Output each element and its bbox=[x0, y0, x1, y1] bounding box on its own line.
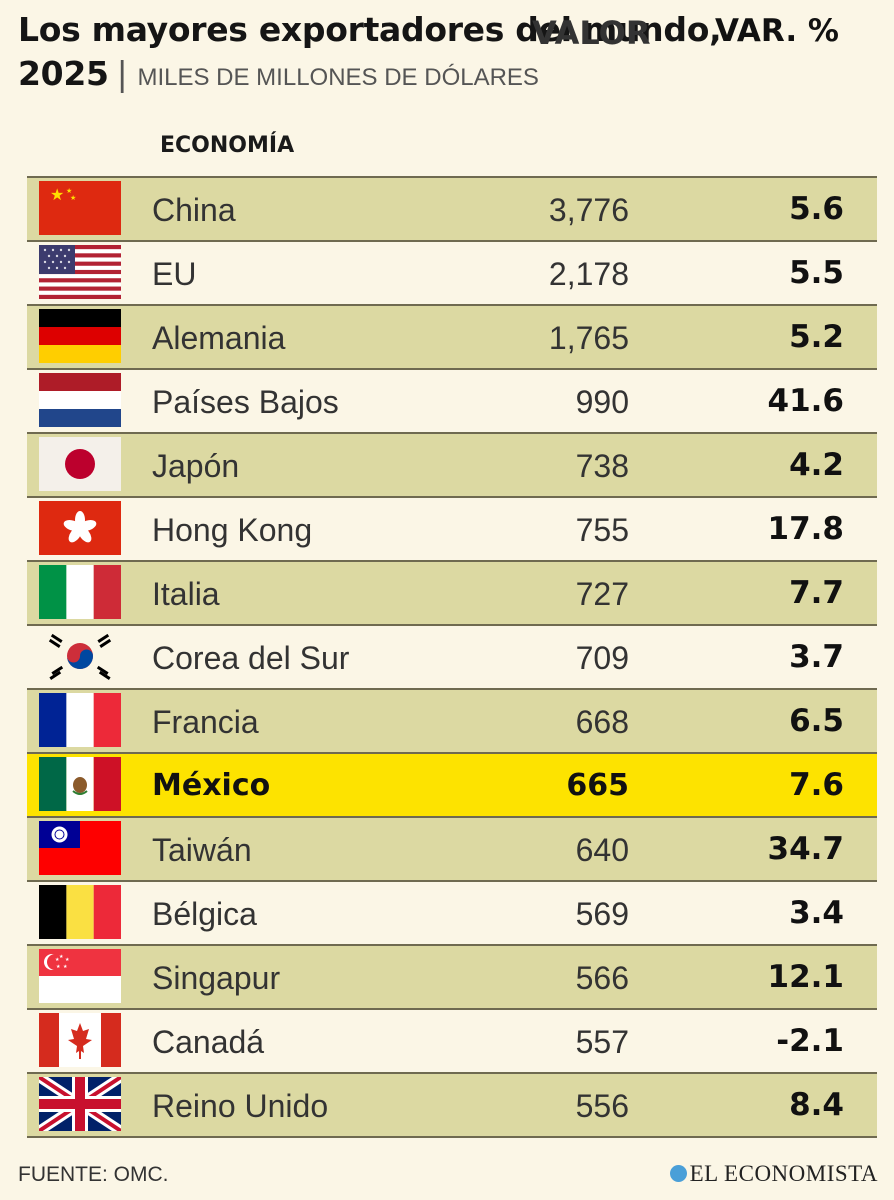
export-value: 709 bbox=[575, 640, 629, 676]
economy-name: Italia bbox=[152, 576, 220, 612]
economy-name: Taiwán bbox=[152, 832, 252, 868]
percent-change: 3.7 bbox=[789, 639, 844, 675]
economy-name: Países Bajos bbox=[152, 384, 339, 420]
export-value: 665 bbox=[566, 768, 629, 803]
table-row: ★ ★ ★ ★ ★ Singapur 566 12.1 bbox=[27, 944, 877, 1008]
taiwan-flag-icon bbox=[39, 821, 121, 875]
percent-change: 5.5 bbox=[789, 255, 844, 291]
svg-text:★: ★ bbox=[55, 957, 60, 963]
header-value: VALOR bbox=[532, 14, 651, 52]
brand-name: EL ECONOMISTA bbox=[689, 1161, 878, 1186]
france-flag-icon bbox=[39, 693, 121, 747]
percent-change: 5.2 bbox=[789, 319, 844, 355]
table-row: ★ ★ ★ China 3,776 5.6 bbox=[27, 176, 877, 240]
usa-flag-icon bbox=[39, 245, 121, 299]
table-row: Corea del Sur 709 3.7 bbox=[27, 624, 877, 688]
percent-change: 41.6 bbox=[767, 383, 845, 419]
china-flag-icon: ★ ★★ bbox=[39, 181, 121, 235]
chart-subtitle: MILES DE MILLONES DE DÓLARES bbox=[137, 64, 539, 91]
singapore-flag-icon: ★ ★★★★ bbox=[39, 949, 121, 1003]
table-row: México 665 7.6 bbox=[27, 752, 877, 816]
export-value: 566 bbox=[575, 960, 629, 996]
table-row: Alemania 1,765 5.2 bbox=[27, 304, 877, 368]
table-row: Países Bajos 990 41.6 bbox=[27, 368, 877, 432]
svg-text:★: ★ bbox=[56, 964, 61, 970]
percent-change: 8.4 bbox=[789, 1087, 844, 1123]
table-row: Taiwán 640 34.7 bbox=[27, 816, 877, 880]
economy-name: EU bbox=[152, 256, 197, 292]
percent-change: -2.1 bbox=[776, 1023, 844, 1059]
export-value: 640 bbox=[575, 832, 629, 868]
economy-name: Bélgica bbox=[152, 896, 257, 932]
source-note: FUENTE: OMC. bbox=[18, 1163, 169, 1186]
italy-flag-icon bbox=[39, 565, 121, 619]
header-economy: ECONOMÍA bbox=[160, 133, 295, 158]
svg-text:★: ★ bbox=[63, 964, 68, 970]
export-value: 727 bbox=[575, 576, 629, 612]
germany-flag-icon bbox=[39, 309, 121, 363]
economy-name: México bbox=[152, 768, 271, 803]
title-separator: | bbox=[116, 54, 128, 93]
title-year: 2025 bbox=[18, 54, 109, 93]
table-row: Italia 727 7.7 bbox=[27, 560, 877, 624]
table-row: Hong Kong 755 17.8 bbox=[27, 496, 877, 560]
percent-change: 3.4 bbox=[789, 895, 844, 931]
economy-name: Hong Kong bbox=[152, 512, 313, 548]
mexico-flag-icon bbox=[39, 757, 121, 811]
table-row: Bélgica 569 3.4 bbox=[27, 880, 877, 944]
export-value: 755 bbox=[575, 512, 629, 548]
economy-name: Alemania bbox=[152, 320, 286, 356]
table-row: Francia 668 6.5 bbox=[27, 688, 877, 752]
uk-flag-icon bbox=[39, 1077, 121, 1131]
percent-change: 7.7 bbox=[789, 575, 844, 611]
economy-name: Canadá bbox=[152, 1024, 265, 1060]
export-value: 556 bbox=[575, 1088, 629, 1124]
export-value: 990 bbox=[575, 384, 629, 420]
hong-kong-flag-icon bbox=[39, 501, 121, 555]
percent-change: 5.6 bbox=[789, 191, 844, 227]
economy-name: Japón bbox=[152, 448, 240, 484]
percent-change: 17.8 bbox=[767, 511, 845, 547]
export-value: 2,178 bbox=[548, 256, 629, 292]
brand-logo: EL ECONOMISTA bbox=[669, 1161, 878, 1187]
south-korea-flag-icon bbox=[39, 629, 121, 683]
table-row: EU 2,178 5.5 bbox=[27, 240, 877, 304]
svg-text:★: ★ bbox=[59, 954, 64, 960]
chart-title: Los mayores exportadores del mundo, 2025… bbox=[18, 8, 878, 100]
header-change: VAR. % bbox=[715, 13, 839, 49]
brand-dot-icon bbox=[669, 1165, 687, 1182]
table-row: Reino Unido 556 8.4 bbox=[27, 1072, 877, 1138]
svg-text:★: ★ bbox=[50, 185, 64, 204]
svg-text:★: ★ bbox=[65, 957, 70, 963]
svg-text:★: ★ bbox=[70, 194, 76, 202]
title-line1: Los mayores exportadores del mundo, bbox=[18, 10, 722, 49]
exporters-table: ★ ★ ★ China 3,776 5.6 EU 2,178 5.5 Alemania 1,765 5… bbox=[27, 176, 877, 1138]
percent-change: 7.6 bbox=[789, 767, 844, 803]
economy-name: Reino Unido bbox=[152, 1088, 329, 1124]
export-value: 668 bbox=[575, 704, 629, 740]
economy-name: Singapur bbox=[152, 960, 281, 996]
percent-change: 12.1 bbox=[767, 959, 845, 995]
percent-change: 6.5 bbox=[789, 703, 844, 739]
canada-flag-icon bbox=[39, 1013, 121, 1067]
economy-name: China bbox=[152, 192, 236, 228]
export-value: 3,776 bbox=[548, 192, 629, 228]
percent-change: 4.2 bbox=[789, 447, 844, 483]
export-value: 557 bbox=[575, 1024, 629, 1060]
netherlands-flag-icon bbox=[39, 373, 121, 427]
table-row: Canadá 557 -2.1 bbox=[27, 1008, 877, 1072]
svg-text:★: ★ bbox=[66, 187, 72, 195]
economy-name: Corea del Sur bbox=[152, 640, 350, 676]
economy-name: Francia bbox=[152, 704, 259, 740]
japan-flag-icon bbox=[39, 437, 121, 491]
export-value: 569 bbox=[575, 896, 629, 932]
table-row: Japón 738 4.2 bbox=[27, 432, 877, 496]
belgium-flag-icon bbox=[39, 885, 121, 939]
percent-change: 34.7 bbox=[767, 831, 845, 867]
export-value: 1,765 bbox=[548, 320, 629, 356]
export-value: 738 bbox=[575, 448, 629, 484]
